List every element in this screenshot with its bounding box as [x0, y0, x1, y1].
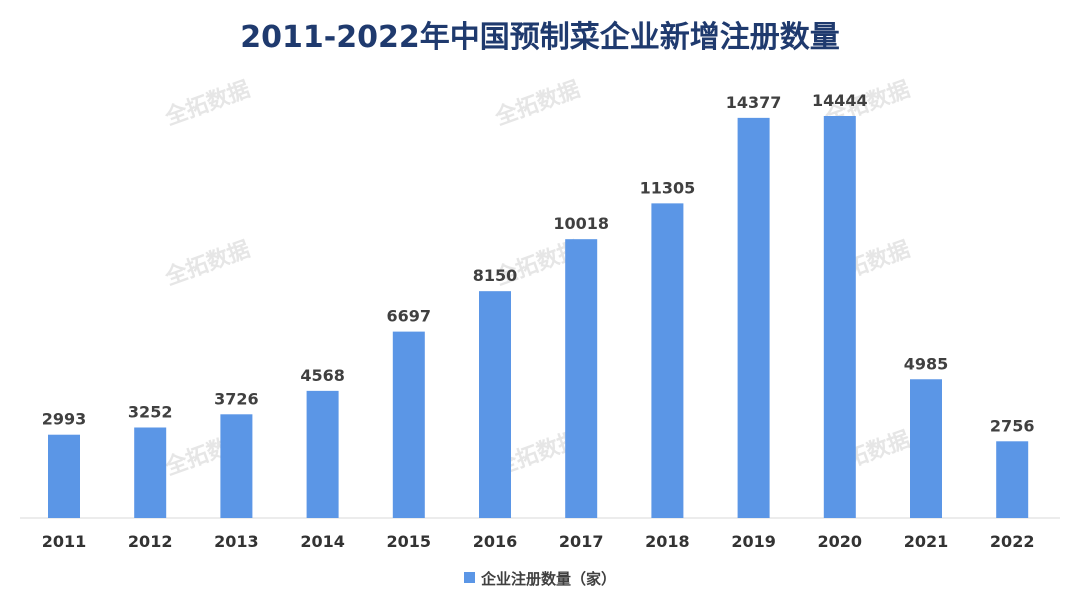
x-tick-2021: 2021	[904, 532, 949, 551]
bar-2020	[823, 116, 856, 518]
bar-2014	[306, 390, 339, 518]
data-label-2018: 11305	[640, 178, 696, 197]
x-tick-2014: 2014	[300, 532, 345, 551]
data-label-2021: 4985	[904, 354, 949, 373]
bar-2022	[996, 441, 1029, 518]
bar-2013	[220, 414, 253, 518]
x-tick-2017: 2017	[559, 532, 604, 551]
x-tick-2018: 2018	[645, 532, 690, 551]
x-tick-2019: 2019	[731, 532, 776, 551]
x-tick-2016: 2016	[473, 532, 518, 551]
data-label-2013: 3726	[214, 389, 259, 408]
legend: 企业注册数量（家）	[0, 568, 1080, 589]
data-label-2014: 4568	[300, 366, 345, 385]
data-label-2011: 2993	[42, 410, 87, 429]
bar-2019	[737, 117, 770, 518]
x-tick-2012: 2012	[128, 532, 173, 551]
bar-2012	[134, 427, 167, 518]
data-label-2017: 10018	[553, 214, 609, 233]
legend-label: 企业注册数量（家）	[480, 570, 616, 588]
bar-2011	[48, 434, 80, 518]
data-label-2016: 8150	[473, 266, 518, 285]
watermark-1: 全拓数据	[161, 76, 254, 131]
bar-2021	[910, 379, 942, 518]
legend-swatch	[463, 572, 475, 583]
x-tick-2013: 2013	[214, 532, 259, 551]
bar-2015	[392, 331, 425, 518]
x-tick-2015: 2015	[387, 532, 432, 551]
data-label-2020: 14444	[812, 91, 868, 110]
data-label-2012: 3252	[128, 402, 173, 421]
chart-title: 2011-2022年中国预制菜企业新增注册数量	[240, 20, 840, 55]
watermark-4: 全拓数据	[161, 236, 254, 291]
bar-2016	[479, 291, 511, 518]
data-label-2015: 6697	[387, 307, 432, 326]
bar-2017	[565, 239, 598, 518]
data-label-2022: 2756	[990, 416, 1035, 435]
x-tick-2011: 2011	[42, 532, 87, 551]
x-tick-2020: 2020	[818, 532, 863, 551]
data-label-2019: 14377	[726, 93, 782, 112]
watermark-2: 全拓数据	[491, 76, 584, 131]
x-tick-2022: 2022	[990, 532, 1035, 551]
bar-2018	[651, 203, 684, 519]
